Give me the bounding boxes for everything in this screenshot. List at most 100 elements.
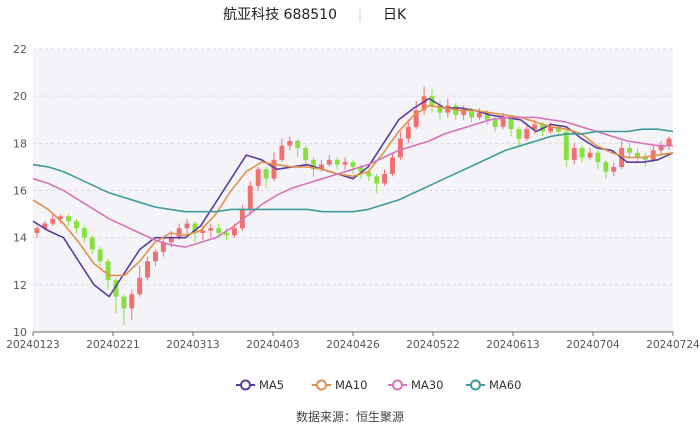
candle-body-up bbox=[271, 159, 277, 179]
x-tick-label: 20240221 bbox=[86, 339, 139, 351]
candle-body-up bbox=[153, 251, 158, 262]
candle-body-down bbox=[437, 105, 443, 113]
candle-body-down bbox=[334, 159, 340, 165]
x-tick-label: 20240313 bbox=[166, 339, 219, 351]
candle-body-up bbox=[129, 294, 135, 309]
candle-body-up bbox=[342, 162, 348, 165]
candle-body-down bbox=[492, 119, 498, 127]
y-tick-label: 16 bbox=[13, 185, 27, 198]
legend-label-ma10: MA10 bbox=[335, 378, 367, 392]
candle-body-down bbox=[484, 112, 490, 120]
legend-label-ma60: MA60 bbox=[489, 378, 521, 392]
candle-body-up bbox=[232, 228, 237, 236]
candle-body-down bbox=[121, 296, 127, 309]
candle-body-up bbox=[168, 237, 174, 243]
candle-body-up bbox=[461, 110, 467, 116]
candle-body-down bbox=[74, 221, 79, 229]
candle-body-up bbox=[255, 169, 261, 186]
candle-body-down bbox=[113, 280, 119, 297]
candle-body-down bbox=[374, 176, 380, 184]
candle-body-up bbox=[247, 185, 253, 210]
candle-body-down bbox=[295, 140, 301, 149]
candle-body-down bbox=[350, 162, 356, 167]
x-tick-label: 20240123 bbox=[6, 339, 59, 351]
legend-marker-ma5 bbox=[240, 379, 251, 391]
candle-body-up bbox=[382, 173, 388, 184]
candle-body-down bbox=[105, 261, 111, 281]
candle-body-up bbox=[524, 129, 530, 139]
candle-body-up bbox=[571, 148, 577, 160]
legend-marker-ma30 bbox=[392, 379, 403, 391]
candle-body-down bbox=[311, 159, 316, 170]
candle-body-up bbox=[500, 117, 506, 127]
candle-body-down bbox=[192, 223, 198, 233]
candle-body-down bbox=[358, 166, 364, 172]
candle-body-down bbox=[516, 129, 522, 139]
y-tick-label: 18 bbox=[13, 137, 27, 150]
candle-body-down bbox=[563, 131, 569, 160]
y-tick-label: 22 bbox=[13, 43, 27, 56]
ma30-line bbox=[32, 116, 673, 248]
candle-body-up bbox=[658, 145, 664, 151]
chart-title-period: 日K bbox=[383, 7, 407, 23]
candle-body-up bbox=[413, 110, 419, 127]
candle-body-down bbox=[89, 237, 95, 250]
candle-body-up bbox=[390, 157, 395, 174]
candle-body-up bbox=[145, 261, 151, 278]
x-tick-label: 20240426 bbox=[326, 339, 380, 351]
candle-body-up bbox=[184, 223, 190, 229]
candle-body-down bbox=[603, 162, 609, 172]
candle-body-up bbox=[405, 126, 411, 139]
candle-body-up bbox=[34, 228, 40, 233]
y-tick-label: 10 bbox=[13, 326, 27, 339]
x-tick-label: 20240613 bbox=[486, 339, 539, 351]
candle-body-down bbox=[66, 216, 72, 222]
y-tick-label: 20 bbox=[13, 90, 27, 103]
legend-label-ma30: MA30 bbox=[411, 378, 443, 392]
candle-body-down bbox=[303, 148, 309, 160]
candle-body-up bbox=[287, 140, 293, 146]
candle-body-down bbox=[81, 228, 87, 238]
candle-body-up bbox=[200, 230, 206, 233]
candle-body-down bbox=[263, 169, 269, 179]
legend: MA5 MA10 MA30 MA60 bbox=[236, 378, 521, 392]
candle-body-up bbox=[326, 159, 332, 165]
candle-body-up bbox=[397, 138, 403, 158]
candle-body-down bbox=[469, 110, 474, 118]
candle-body-up bbox=[318, 164, 324, 170]
candle-body-up bbox=[137, 277, 143, 295]
candle-body-up bbox=[208, 228, 214, 231]
candle-body-up bbox=[160, 242, 166, 252]
candle-body-down bbox=[555, 126, 561, 132]
candle-body-up bbox=[279, 145, 285, 160]
candle-body-down bbox=[579, 148, 585, 158]
candle-body-up bbox=[548, 126, 553, 132]
candle-body-down bbox=[366, 171, 372, 177]
candle-body-down bbox=[627, 148, 632, 153]
x-tick-label: 20240724 bbox=[646, 339, 700, 351]
source-note: 数据来源：恒生聚源 bbox=[296, 409, 404, 424]
candle-body-down bbox=[97, 249, 103, 262]
candle-body-up bbox=[611, 166, 617, 172]
candle-body-down bbox=[642, 157, 648, 160]
legend-label-ma5: MA5 bbox=[259, 378, 284, 392]
candle-body-up bbox=[176, 228, 182, 238]
x-tick-label: 20240522 bbox=[406, 339, 459, 351]
legend-marker-ma10 bbox=[316, 379, 327, 391]
ma10-line bbox=[32, 104, 674, 277]
ma60-line bbox=[32, 128, 674, 213]
candle-body-up bbox=[58, 216, 64, 219]
candle-body-up bbox=[42, 223, 48, 229]
x-tick-label: 20240403 bbox=[246, 339, 299, 351]
y-tick-label: 14 bbox=[13, 232, 27, 245]
candle-body-down bbox=[216, 228, 222, 233]
legend-marker-ma60 bbox=[470, 379, 481, 391]
chart-title-stock: 航亚科技 688510 bbox=[223, 7, 337, 23]
candle-body-up bbox=[421, 96, 427, 111]
candle-body-down bbox=[634, 152, 640, 158]
y-tick-label: 12 bbox=[13, 279, 27, 292]
ma5-line bbox=[32, 97, 674, 298]
candle-body-up bbox=[476, 112, 482, 118]
